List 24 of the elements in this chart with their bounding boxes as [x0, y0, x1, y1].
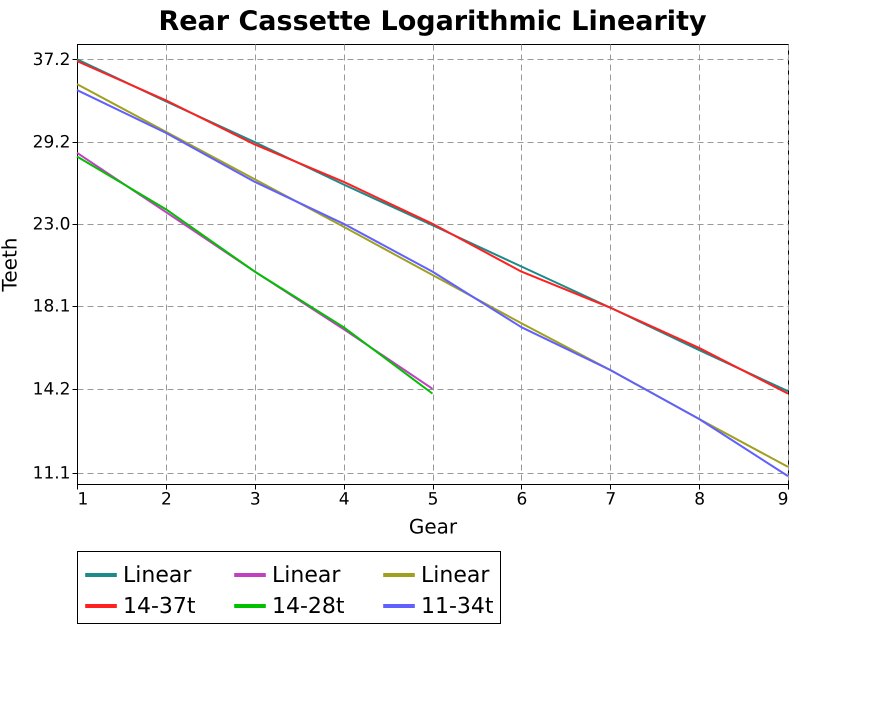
legend-label: 14-37t	[123, 594, 196, 619]
legend-label: 14-28t	[272, 594, 345, 619]
x-tick-label: 9	[778, 490, 788, 510]
chart-title: Rear Cassette Logarithmic Linearity	[158, 6, 707, 37]
x-tick-label: 2	[160, 490, 172, 510]
y-tick-label: 18.1	[32, 296, 70, 316]
legend-label: Linear	[123, 563, 192, 588]
x-tick-label: 6	[516, 490, 528, 510]
x-tick-label: 4	[338, 490, 350, 510]
x-axis-title: Gear	[408, 514, 458, 538]
y-tick-label: 11.1	[32, 464, 70, 484]
legend-label: 11-34t	[421, 594, 494, 619]
x-tick-label: 1	[78, 490, 88, 510]
x-tick-label: 7	[605, 490, 616, 510]
y-tick-label: 23.0	[32, 214, 70, 234]
x-tick-label: 8	[694, 490, 706, 510]
x-tick-label: 3	[250, 490, 261, 510]
y-axis-title: Teeth	[0, 238, 22, 292]
legend-label: Linear	[272, 563, 342, 588]
y-tick-label: 37.2	[32, 50, 70, 70]
y-tick-label: 29.2	[32, 132, 70, 153]
legend-label: Linear	[421, 563, 490, 588]
y-tick-label: 14.2	[32, 379, 70, 400]
x-tick-label: 5	[428, 490, 438, 510]
